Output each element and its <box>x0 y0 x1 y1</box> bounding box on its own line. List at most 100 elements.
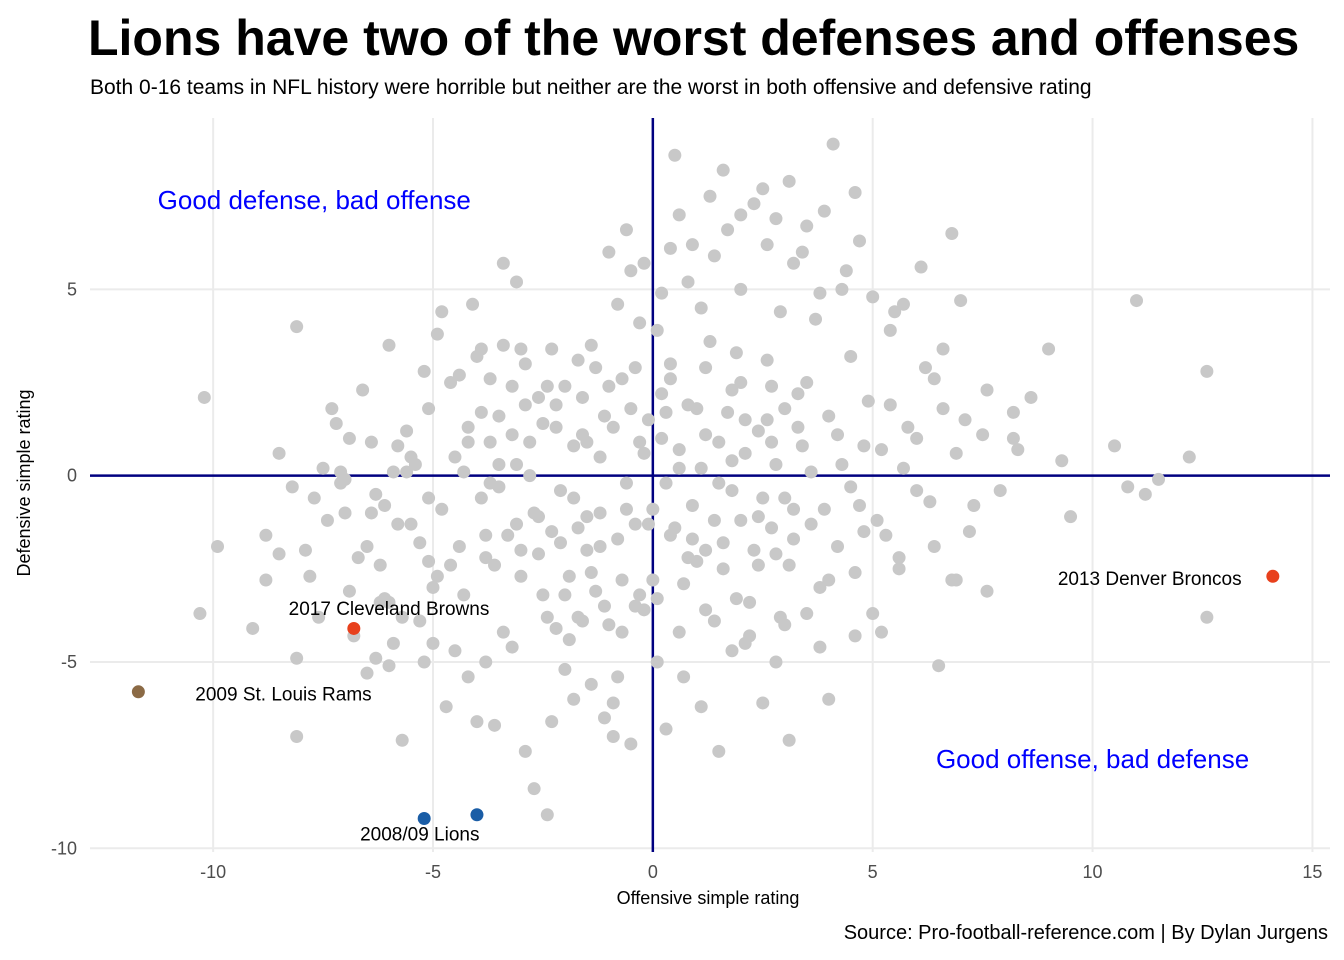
team-point <box>549 420 563 434</box>
team-point <box>769 655 783 669</box>
team-point <box>795 245 809 259</box>
team-point <box>826 137 840 151</box>
team-point <box>426 580 440 594</box>
team-point <box>558 662 572 676</box>
team-point <box>575 390 589 404</box>
x-tick-label: -5 <box>425 862 441 882</box>
team-point <box>307 491 321 505</box>
team-point <box>870 513 884 527</box>
team-point <box>743 595 757 609</box>
highlighted-points <box>131 569 1280 825</box>
x-tick-label: -10 <box>200 862 226 882</box>
team-point <box>655 431 669 445</box>
team-point <box>272 547 286 561</box>
reference-lines <box>90 118 1330 852</box>
team-point <box>725 484 739 498</box>
team-point <box>290 729 304 743</box>
team-point <box>738 413 752 427</box>
team-point <box>316 461 330 475</box>
team-point <box>1042 342 1056 356</box>
team-point <box>1006 405 1020 419</box>
team-point <box>765 379 779 393</box>
team-point <box>567 692 581 706</box>
team-point <box>611 670 625 684</box>
team-point <box>413 614 427 628</box>
team-point <box>663 528 677 542</box>
team-point <box>338 472 352 486</box>
team-point <box>1121 480 1135 494</box>
team-point <box>756 696 770 710</box>
team-point <box>778 402 792 416</box>
team-point <box>650 592 664 606</box>
x-tick-label: 15 <box>1302 862 1322 882</box>
team-point <box>703 189 717 203</box>
chart-subtitle: Both 0-16 teams in NFL history were horr… <box>90 76 1092 99</box>
y-tick-label: -10 <box>51 838 77 858</box>
team-point <box>386 465 400 479</box>
team-point <box>193 607 207 621</box>
team-point <box>896 297 910 311</box>
team-point <box>725 383 739 397</box>
team-point <box>479 655 493 669</box>
team-point <box>426 636 440 650</box>
team-point <box>822 692 836 706</box>
team-point <box>633 435 647 449</box>
team-point <box>857 525 871 539</box>
team-point <box>866 607 880 621</box>
team-point <box>725 644 739 658</box>
team-point <box>584 677 598 691</box>
team-point <box>800 376 814 390</box>
team-point <box>505 379 519 393</box>
team-point <box>787 256 801 270</box>
team-point <box>364 435 378 449</box>
team-point <box>540 379 554 393</box>
team-point <box>439 700 453 714</box>
team-point <box>338 506 352 520</box>
team-point <box>417 364 431 378</box>
team-point <box>584 338 598 352</box>
team-point <box>853 234 867 248</box>
team-point <box>1006 431 1020 445</box>
team-point <box>848 186 862 200</box>
team-point <box>694 301 708 315</box>
team-point <box>597 409 611 423</box>
team-point <box>430 327 444 341</box>
team-point <box>637 603 651 617</box>
y-tick-label: 0 <box>67 466 77 486</box>
team-point <box>1152 472 1166 486</box>
team-point <box>967 498 981 512</box>
team-point <box>760 238 774 252</box>
team-point <box>888 305 902 319</box>
team-point <box>901 420 915 434</box>
team-point <box>958 413 972 427</box>
team-point <box>637 256 651 270</box>
team-point <box>773 305 787 319</box>
team-point <box>452 539 466 553</box>
team-point <box>571 353 585 367</box>
team-point <box>602 245 616 259</box>
team-point <box>303 569 317 583</box>
team-point <box>853 498 867 512</box>
team-point <box>791 387 805 401</box>
team-point <box>395 733 409 747</box>
team-point <box>290 651 304 665</box>
highlighted-team-point <box>417 811 431 825</box>
team-point <box>553 536 567 550</box>
team-point <box>782 174 796 188</box>
team-point <box>945 227 959 241</box>
team-point <box>976 428 990 442</box>
team-point <box>285 480 299 494</box>
team-point <box>479 528 493 542</box>
x-tick-label: 5 <box>868 862 878 882</box>
team-point <box>716 562 730 576</box>
team-point <box>422 402 436 416</box>
team-point <box>518 398 532 412</box>
team-point <box>1055 454 1069 468</box>
team-point <box>386 636 400 650</box>
team-point <box>699 603 713 617</box>
team-point <box>325 402 339 416</box>
team-point <box>567 439 581 453</box>
team-point <box>769 458 783 472</box>
team-point <box>650 323 664 337</box>
team-point <box>769 212 783 226</box>
